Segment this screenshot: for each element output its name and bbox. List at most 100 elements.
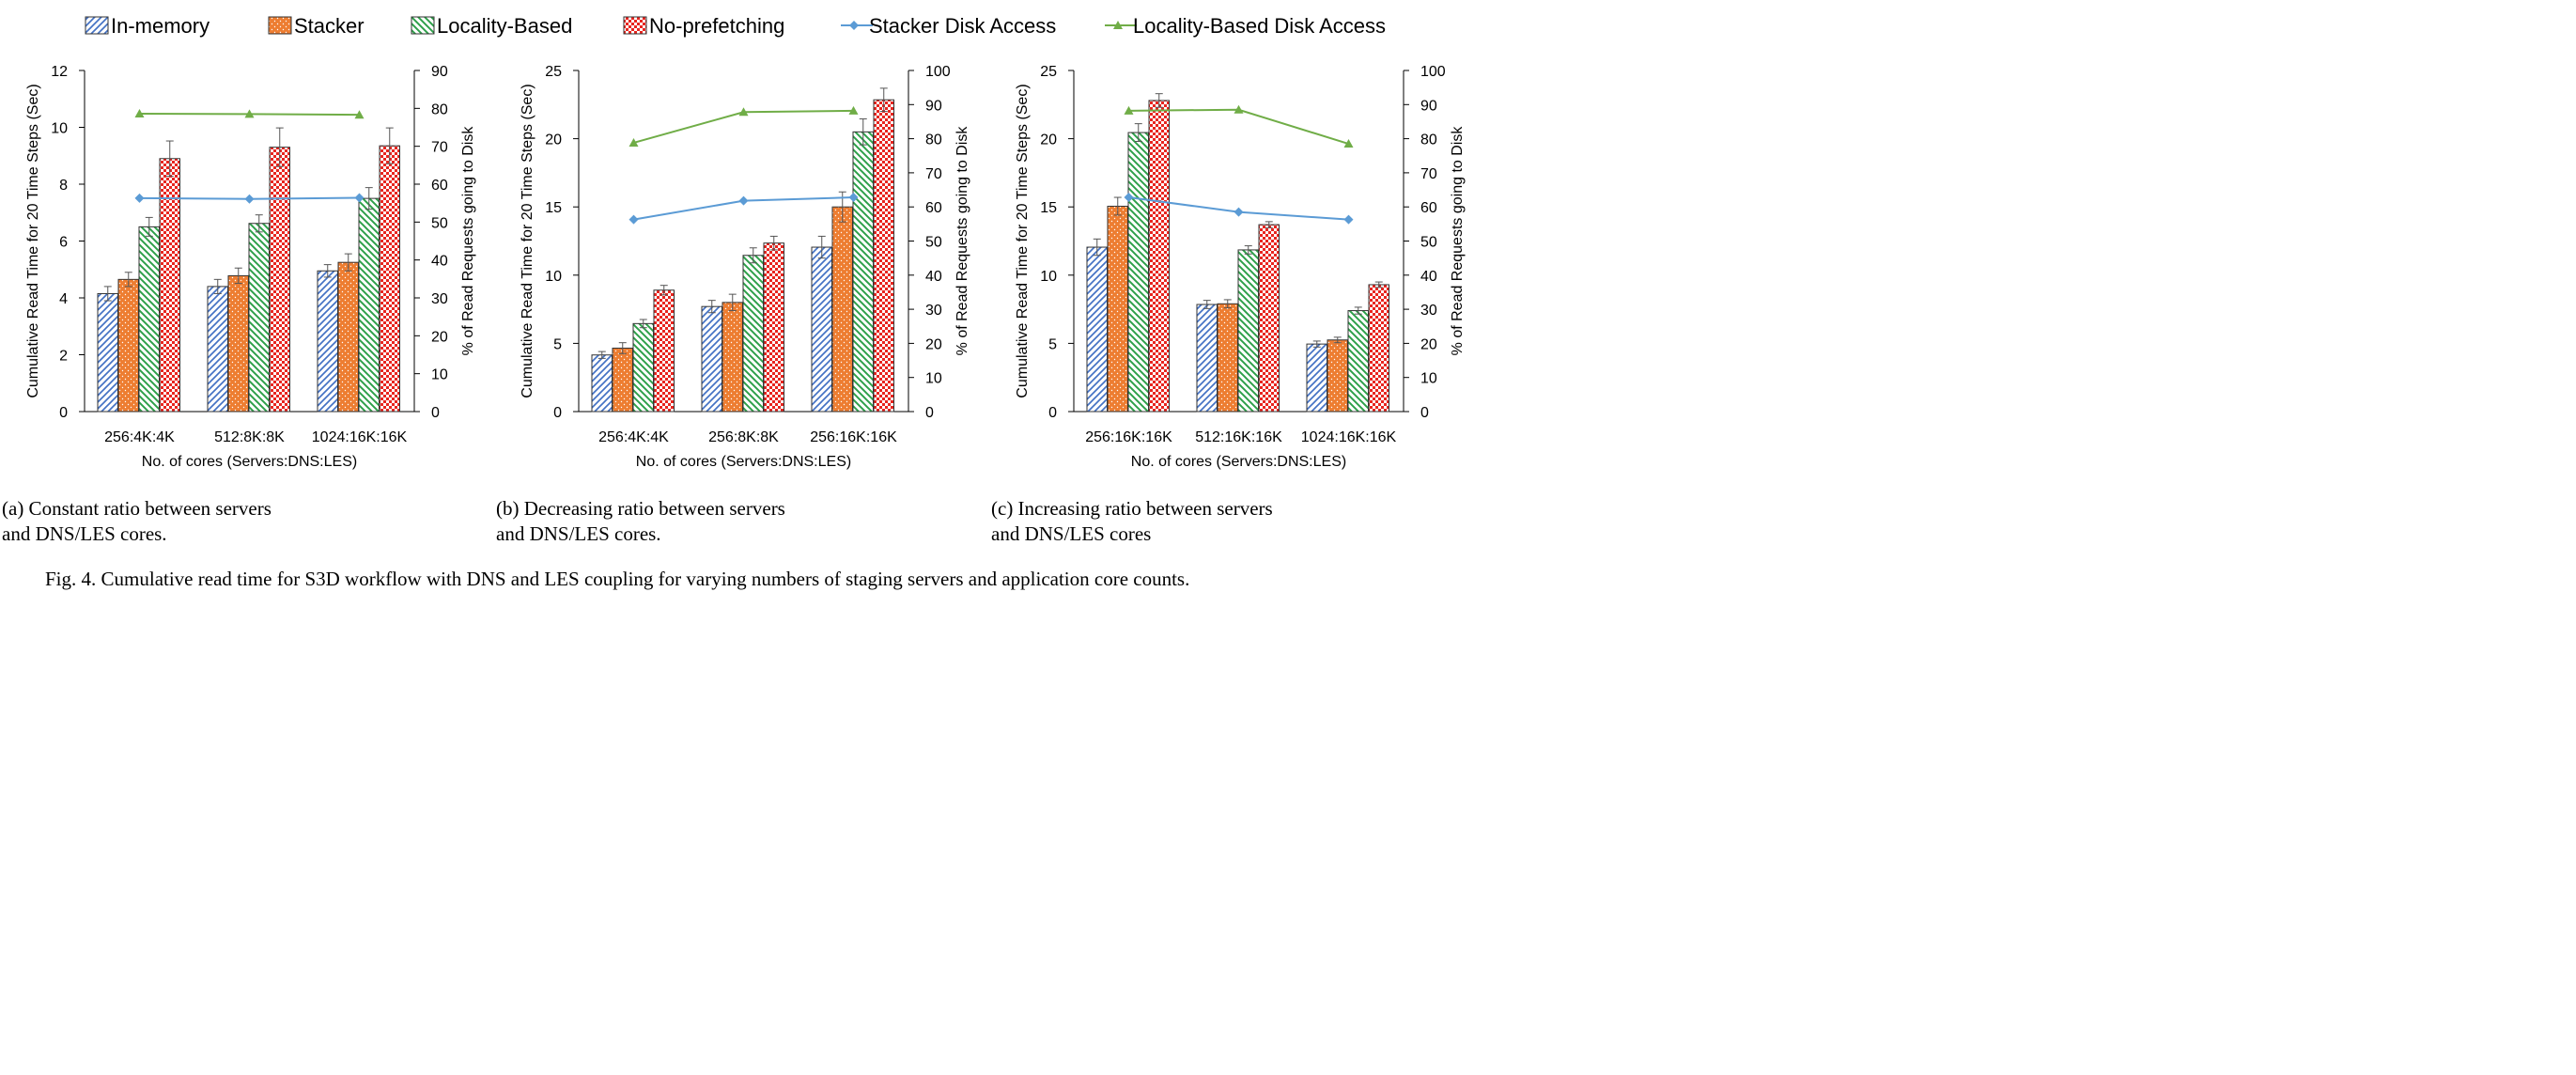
point-stacker-disk-access-1024-16k-16k [354,193,365,203]
bar-no-prefetching-1024-16k-16k [1368,284,1389,413]
y2-tick-label: 70 [1420,166,1437,182]
legend-label-locality-based: Locality-Based [437,14,572,38]
y2-axis-title: % of Read Requests going to Disk [954,126,970,356]
bar-stacker-512-8k-8k [227,274,249,413]
y-tick-label: 10 [1040,269,1057,285]
subcaption-c: (c) Increasing ratio between servers and… [991,496,1273,547]
bar-in-memory-1024-16k-16k [317,270,338,413]
chart-panel-1: 0 2 4 6 8 10 12 0 10 20 30 40 50 60 70 80 90 256:4K:4K 512… [25,64,476,470]
x-tick-label-512-8k-8k: 512:8K:8K [214,429,285,445]
y-tick-label: 0 [553,405,562,421]
x-tick-label-256-16k-16k: 256:16K:16K [1085,429,1172,445]
legend-label-stacker: Stacker [294,14,365,38]
bar-in-memory-256-4k-4k [97,292,118,413]
y-tick-label: 8 [59,178,68,194]
chart-panel-3: 0 5 10 15 20 25 0 10 20 30 40 50 60 70 80 90 100 256:16K:… [1015,64,1466,470]
y-tick-label: 25 [545,64,562,80]
bar-locality-based-256-8k-8k [742,255,764,413]
y2-tick-label: 20 [1420,336,1437,352]
y2-tick-label: 10 [431,367,448,383]
y-tick-label: 10 [545,269,562,285]
point-stacker-disk-access-512-16k-16k [1234,207,1244,217]
point-locality-based-disk-access-256-8k-8k [738,107,749,117]
y2-tick-label: 90 [431,64,448,80]
point-locality-based-disk-access-512-16k-16k [1234,104,1244,114]
bar-stacker-256-4k-4k [117,278,139,413]
bar-no-prefetching-256-8k-8k [763,242,784,413]
bar-no-prefetching-512-16k-16k [1258,224,1280,413]
y-tick-label: 10 [51,121,68,137]
bar-no-prefetching-256-16k-16k [1148,100,1170,413]
figure-caption: Fig. 4. Cumulative read time for S3D wor… [45,568,1190,590]
x-tick-label-256-4k-4k: 256:4K:4K [598,429,669,445]
y-tick-label: 25 [1040,64,1057,80]
point-stacker-disk-access-1024-16k-16k [1343,214,1354,225]
y2-tick-label: 100 [925,64,951,80]
legend-label-no-prefetching: No-prefetching [649,14,784,38]
subcaption-a-line-2: and DNS/LES cores. [2,522,167,545]
bar-locality-based-256-16k-16k [852,131,874,413]
bar-in-memory-512-8k-8k [207,286,228,413]
legend-item-in-memory: In-memory [85,14,209,38]
bar-no-prefetching-256-4k-4k [159,158,180,413]
bar-in-memory-256-16k-16k [1086,246,1108,413]
bar-stacker-256-16k-16k [1107,205,1128,413]
y-tick-label: 20 [1040,132,1057,148]
y-axis-title: Cumulative Read Time for 20 Time Steps (… [520,84,535,397]
y-tick-label: 0 [1048,405,1057,421]
subcaption-c-line-1: (c) Increasing ratio between servers [991,497,1273,520]
x-tick-label-1024-16k-16k: 1024:16K:16K [312,429,408,445]
y-axis-title: Cumulative Read Time for 20 Time Steps (… [25,84,41,397]
y2-tick-label: 20 [431,329,448,345]
y2-tick-label: 70 [431,140,448,156]
y2-tick-label: 20 [925,336,942,352]
chart-figure: In-memory Stacker Locality-Based No-prefetc… [25,14,1466,470]
bar-stacker-512-16k-16k [1217,303,1238,413]
legend-marker-stacker-disk-access [849,21,859,30]
legend-label-in-memory: In-memory [111,14,209,38]
bar-locality-based-256-4k-4k [632,322,654,413]
y-tick-label: 6 [59,235,68,251]
subcaption-b-line-1: (b) Decreasing ratio between servers [496,497,785,520]
y2-tick-label: 50 [925,235,942,251]
legend-item-stacker: Stacker [268,14,365,38]
subcaption-c-line-2: and DNS/LES cores [991,522,1152,545]
subcaption-a: (a) Constant ratio between servers and D… [2,496,272,547]
bar-locality-based-1024-16k-16k [358,197,380,413]
point-locality-based-disk-access-256-16k-16k [848,105,859,115]
x-tick-label-256-16k-16k: 256:16K:16K [810,429,897,445]
subcaption-a-line-1: (a) Constant ratio between servers [2,497,272,520]
y2-tick-label: 40 [925,269,942,285]
y-tick-label: 5 [1048,336,1057,352]
legend-marker-locality-based-disk-access [1113,21,1123,29]
legend-label-stacker-disk-access: Stacker Disk Access [869,14,1056,38]
x-tick-label-512-16k-16k: 512:16K:16K [1195,429,1282,445]
y2-tick-label: 40 [431,254,448,270]
y-tick-label: 12 [51,64,68,80]
y-axis-title: Cumulative Read Time for 20 Time Steps (… [1015,84,1031,397]
x-tick-label-1024-16k-16k: 1024:16K:16K [1301,429,1397,445]
y2-tick-label: 0 [925,405,934,421]
y2-tick-label: 40 [1420,269,1437,285]
bar-stacker-256-8k-8k [722,302,743,413]
legend-item-locality-based: Locality-Based [411,14,572,38]
y-tick-label: 20 [545,132,562,148]
x-axis-title: No. of cores (Servers:DNS:LES) [1131,454,1346,470]
y2-axis-title: % of Read Requests going to Disk [1450,126,1466,356]
legend: In-memory Stacker Locality-Based No-prefetc… [85,14,1386,38]
point-locality-based-disk-access-512-8k-8k [244,109,255,118]
bar-no-prefetching-1024-16k-16k [379,145,400,413]
bar-in-memory-512-16k-16k [1196,304,1218,413]
point-locality-based-disk-access-1024-16k-16k [354,110,365,119]
bar-stacker-1024-16k-16k [1327,339,1348,413]
bar-locality-based-1024-16k-16k [1347,310,1369,413]
bar-no-prefetching-256-16k-16k [873,99,894,413]
bar-stacker-256-16k-16k [831,206,853,413]
point-locality-based-disk-access-256-4k-4k [134,108,145,117]
y2-tick-label: 30 [1420,303,1437,319]
subcaption-b: (b) Decreasing ratio between servers and… [496,496,785,547]
point-stacker-disk-access-256-16k-16k [1124,193,1134,203]
x-axis-title: No. of cores (Servers:DNS:LES) [636,454,851,470]
chart-panel-2: 0 5 10 15 20 25 0 10 20 30 40 50 60 70 80 90 100 256:4K:4… [520,64,970,470]
